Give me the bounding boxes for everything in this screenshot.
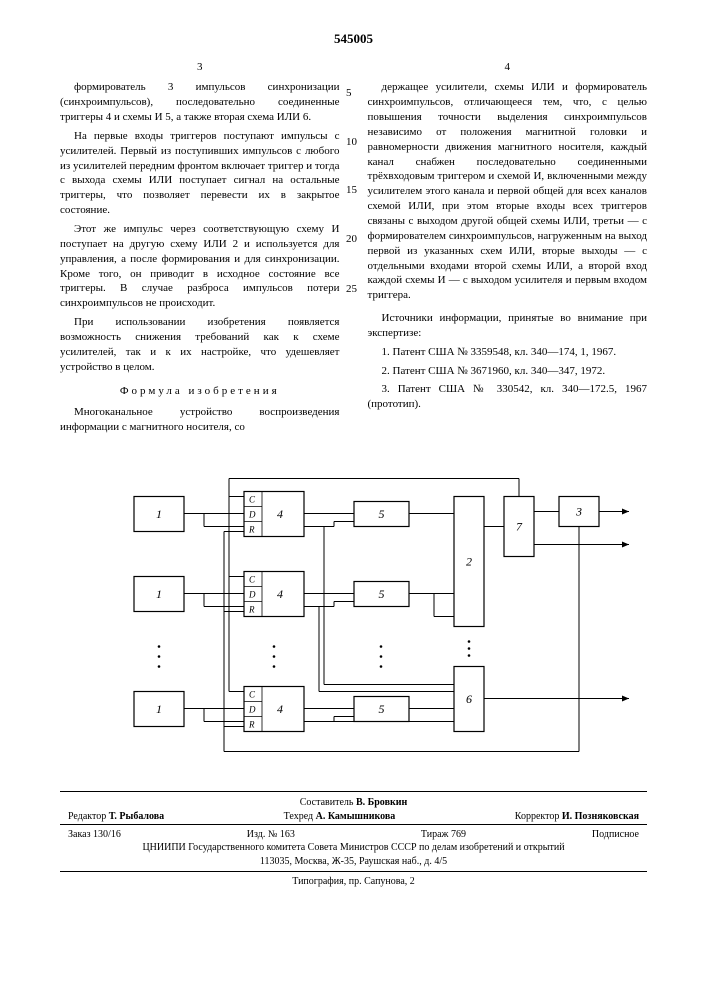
line-marker: 15	[346, 183, 357, 198]
svg-text:R: R	[248, 719, 255, 729]
para: формирователь 3 импульсов синхронизации …	[60, 80, 340, 125]
svg-text:4: 4	[277, 587, 283, 601]
tech-label: Техред	[284, 811, 313, 822]
para: На первые входы триггеров поступают импу…	[60, 129, 340, 218]
svg-text:5: 5	[378, 507, 384, 521]
composer-label: Составитель	[300, 797, 354, 808]
para: держащее усилители, схемы ИЛИ и формиров…	[368, 80, 648, 303]
svg-text:D: D	[248, 509, 256, 519]
footer-block: Составитель В. Бровкин Редактор Т. Рыбал…	[60, 791, 647, 889]
line-marker: 20	[346, 232, 357, 247]
line-marker: 5	[346, 86, 352, 101]
svg-text:1: 1	[156, 587, 162, 601]
credits: Составитель В. Бровкин Редактор Т. Рыбал…	[60, 791, 647, 824]
svg-text:1: 1	[156, 702, 162, 716]
left-column: 3 формирователь 3 импульсов синхронизаци…	[60, 60, 340, 439]
tech-name: А. Камышникова	[316, 811, 396, 822]
tirazh: Тираж 769	[421, 828, 466, 842]
svg-text:C: C	[249, 574, 256, 584]
editor-name: Т. Рыбалова	[109, 811, 164, 822]
para: Многоканальное устройство воспроизведени…	[60, 405, 340, 435]
svg-text:3: 3	[575, 504, 582, 518]
line-marker: 10	[346, 135, 357, 150]
svg-text:7: 7	[516, 519, 523, 533]
right-column: 4 держащее усилители, схемы ИЛИ и формир…	[368, 60, 648, 439]
patent-number: 545005	[60, 30, 647, 48]
composer-name: В. Бровкин	[356, 797, 407, 808]
sub: Подписное	[592, 828, 639, 842]
corrector-label: Корректор	[515, 811, 560, 822]
svg-text:5: 5	[378, 587, 384, 601]
svg-text:2: 2	[466, 554, 472, 568]
left-col-number: 3	[60, 60, 340, 75]
line-marker: 25	[346, 282, 357, 297]
svg-text:R: R	[248, 604, 255, 614]
formula-title: Формула изобретения	[60, 384, 340, 399]
source-item: 3. Патент США № 330542, кл. 340—172.5, 1…	[368, 382, 648, 412]
svg-text:5: 5	[378, 702, 384, 716]
source-item: 2. Патент США № 3671960, кл. 340—347, 19…	[368, 364, 648, 379]
svg-text:D: D	[248, 704, 256, 714]
sources-title: Источники информации, принятые во вниман…	[368, 311, 648, 341]
svg-text:R: R	[248, 524, 255, 534]
order-num: Заказ 130/16	[68, 828, 121, 842]
two-column-text: 3 формирователь 3 импульсов синхронизаци…	[60, 60, 647, 439]
svg-text:D: D	[248, 589, 256, 599]
svg-text:4: 4	[277, 702, 283, 716]
circuit-diagram: 111CDR4CDR4CDR45552673	[74, 459, 634, 779]
typography: Типография, пр. Сапунова, 2	[60, 872, 647, 889]
corrector-name: И. Позняковская	[562, 811, 639, 822]
publication-info: Заказ 130/16 Изд. № 163 Тираж 769 Подпис…	[60, 824, 647, 873]
addr: 113035, Москва, Ж-35, Раушская наб., д. …	[60, 855, 647, 869]
svg-text:6: 6	[466, 692, 472, 706]
org: ЦНИИПИ Государственного комитета Совета …	[60, 841, 647, 855]
right-col-number: 4	[368, 60, 648, 75]
edition: Изд. № 163	[247, 828, 295, 842]
svg-text:C: C	[249, 494, 256, 504]
para: При использовании изобретения появляется…	[60, 315, 340, 374]
svg-text:1: 1	[156, 507, 162, 521]
source-item: 1. Патент США № 3359548, кл. 340—174, 1,…	[368, 345, 648, 360]
editor-label: Редактор	[68, 811, 106, 822]
svg-text:C: C	[249, 689, 256, 699]
para: Этот же импульс через соответствующую сх…	[60, 222, 340, 311]
svg-text:4: 4	[277, 507, 283, 521]
